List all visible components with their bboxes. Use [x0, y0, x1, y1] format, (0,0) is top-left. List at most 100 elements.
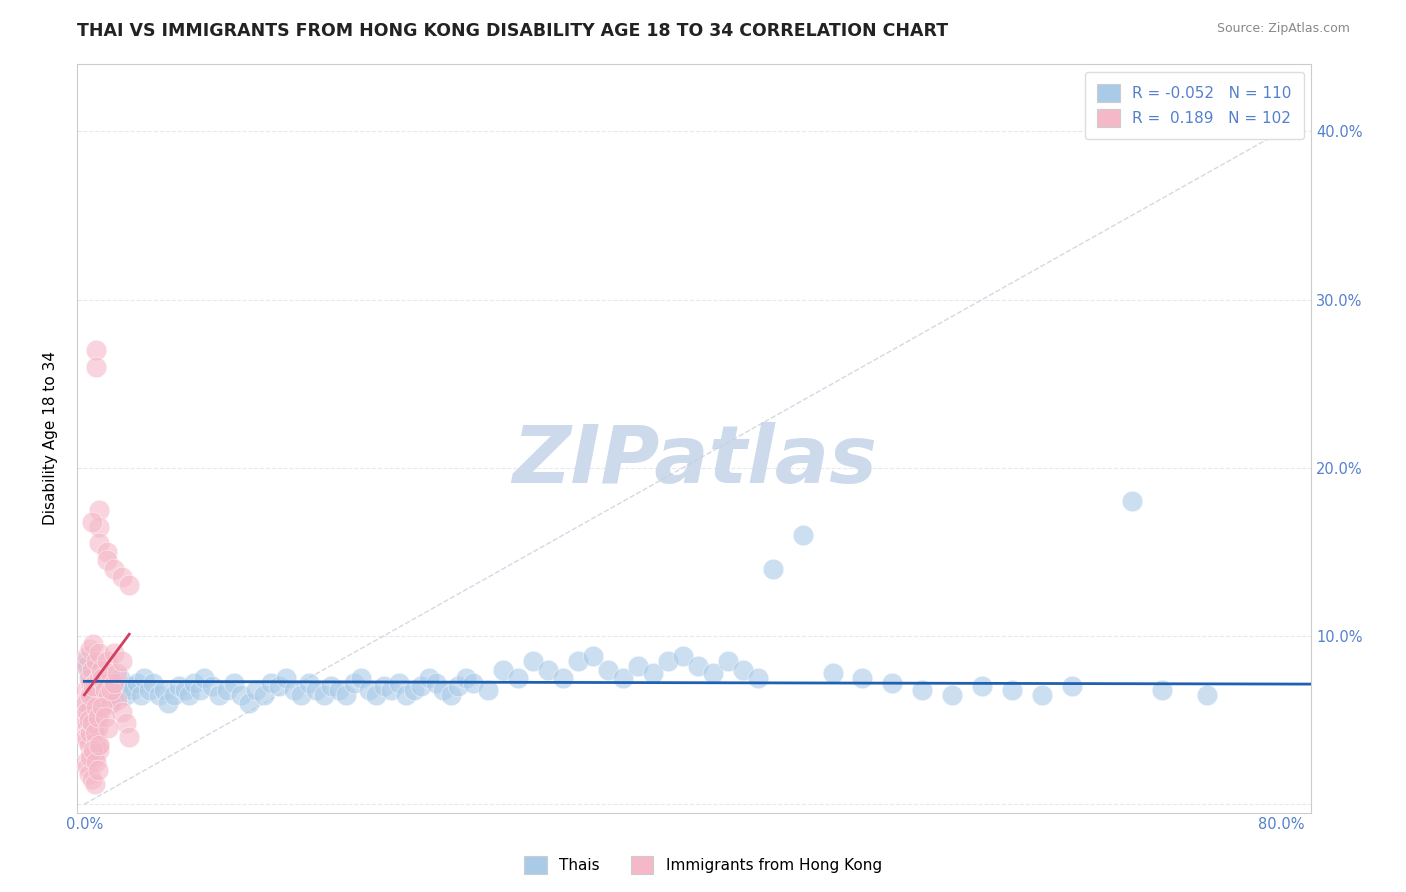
Point [97, 688, 120, 702]
Point [972, 679, 994, 693]
Point [387, 676, 409, 690]
Point [76, 693, 98, 707]
Point [83, 743, 105, 757]
Point [76, 722, 98, 736]
Point [657, 654, 679, 668]
Point [77, 767, 100, 781]
Point [89, 709, 111, 723]
Point [76, 649, 98, 664]
Point [366, 688, 388, 702]
Point [83, 679, 105, 693]
Point [77, 738, 100, 752]
Point [87, 764, 110, 778]
Point [83, 726, 105, 740]
Point [125, 676, 148, 690]
Point [1031, 688, 1053, 702]
Point [89, 503, 111, 517]
Point [83, 777, 105, 791]
Point [82, 679, 104, 693]
Point [105, 676, 128, 690]
Point [94, 693, 117, 707]
Point [596, 663, 619, 677]
Point [129, 688, 152, 702]
Point [118, 679, 141, 693]
Point [96, 679, 118, 693]
Point [612, 671, 634, 685]
Point [83, 676, 105, 690]
Point [75, 682, 97, 697]
Point [672, 649, 695, 664]
Point [89, 536, 111, 550]
Point [94, 709, 117, 723]
Point [1060, 679, 1083, 693]
Point [89, 671, 111, 685]
Point [173, 682, 195, 697]
Point [86, 679, 108, 693]
Point [77, 730, 100, 744]
Point [77, 665, 100, 680]
Point [717, 654, 740, 668]
Point [747, 671, 769, 685]
Point [134, 671, 156, 685]
Point [115, 716, 138, 731]
Point [91, 699, 114, 714]
Point [82, 696, 104, 710]
Point [911, 682, 934, 697]
Legend: Thais, Immigrants from Hong Kong: Thais, Immigrants from Hong Kong [517, 850, 889, 880]
Point [80, 772, 103, 786]
Point [1150, 682, 1173, 697]
Point [215, 682, 238, 697]
Point [105, 665, 128, 680]
Point [94, 682, 117, 697]
Point [79, 699, 101, 714]
Point [79, 671, 101, 685]
Point [343, 676, 366, 690]
Point [731, 663, 754, 677]
Point [138, 682, 160, 697]
Point [463, 676, 485, 690]
Point [86, 733, 108, 747]
Point [522, 654, 544, 668]
Point [82, 637, 104, 651]
Point [80, 716, 103, 731]
Point [290, 688, 312, 702]
Point [87, 722, 110, 736]
Point [100, 696, 122, 710]
Point [100, 682, 122, 697]
Y-axis label: Disability Age 18 to 34: Disability Age 18 to 34 [44, 351, 58, 525]
Point [87, 688, 110, 702]
Point [118, 730, 141, 744]
Point [101, 679, 124, 693]
Point [142, 676, 165, 690]
Point [76, 659, 98, 673]
Point [238, 696, 260, 710]
Point [425, 676, 447, 690]
Point [941, 688, 963, 702]
Point [82, 671, 104, 685]
Point [77, 699, 100, 714]
Point [103, 646, 125, 660]
Point [188, 682, 211, 697]
Point [222, 676, 245, 690]
Point [321, 679, 343, 693]
Point [80, 515, 103, 529]
Point [76, 733, 98, 747]
Point [100, 696, 122, 710]
Point [553, 671, 575, 685]
Point [80, 733, 103, 747]
Point [492, 663, 515, 677]
Point [87, 709, 110, 723]
Point [82, 688, 104, 702]
Point [357, 682, 380, 697]
Point [90, 663, 112, 677]
Point [402, 682, 425, 697]
Point [97, 688, 120, 702]
Point [82, 743, 104, 757]
Point [508, 671, 530, 685]
Point [110, 671, 132, 685]
Point [148, 688, 170, 702]
Point [1121, 494, 1143, 508]
Point [80, 688, 103, 702]
Point [86, 726, 108, 740]
Point [87, 696, 110, 710]
